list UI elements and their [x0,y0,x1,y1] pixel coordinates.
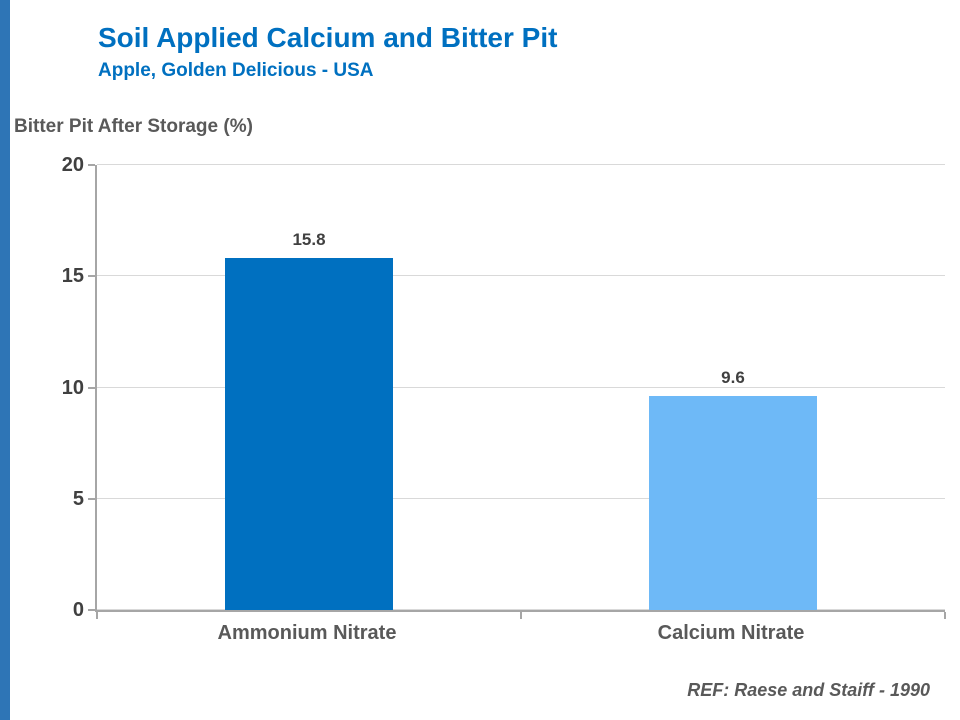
gridline [97,164,945,165]
x-axis-labels: Ammonium Nitrate Calcium Nitrate [95,622,943,652]
reference-citation: REF: Raese and Staiff - 1990 [687,680,930,700]
bar-value-label: 15.8 [292,230,326,250]
x-axis-tick [944,612,946,619]
y-axis-tick-label: 20 [61,154,84,176]
bar-calcium-nitrate [649,396,817,610]
x-category-label: Ammonium Nitrate [217,622,397,644]
y-axis-tick [88,164,95,166]
x-axis-tick [96,612,98,619]
y-axis-tick-label: 15 [61,265,84,288]
x-category-label: Calcium Nitrate [657,622,805,644]
chart-subtitle: Apple, Golden Delicious - USA [98,60,374,81]
bar-value-label: 9.6 [721,368,745,388]
x-axis-tick [520,612,522,619]
y-axis-tick-label: 0 [72,599,84,621]
y-axis-tick [88,609,95,611]
gridline [97,497,945,499]
y-axis-tick-label: 5 [72,487,84,510]
y-axis-tick [88,497,95,500]
gridline [97,275,945,277]
gridline [97,386,945,388]
gridline [97,609,945,610]
left-accent-strip [0,0,10,720]
y-axis-labels: 0 5 10 15 20 [28,155,84,620]
y-axis-title: Bitter Pit After Storage (%) [14,116,253,137]
bar-ammonium-nitrate [225,258,393,610]
plot-area: 15.8 9.6 [88,164,946,619]
y-axis-tick [88,275,95,278]
y-axis-tick [88,386,95,389]
y-axis-tick-label: 10 [61,376,84,399]
chart-title: Soil Applied Calcium and Bitter Pit [98,22,558,53]
